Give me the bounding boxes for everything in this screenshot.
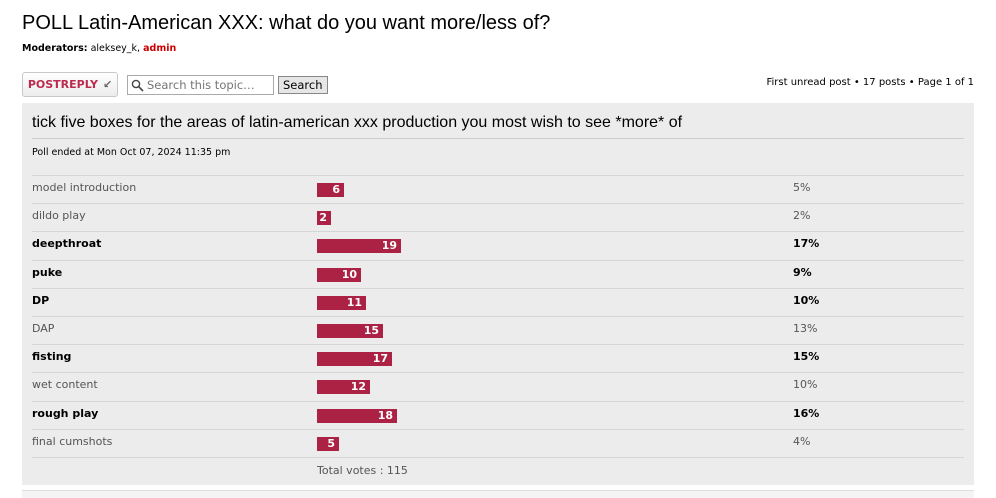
topic-toolbar: POSTREPLY ↙ Search First unread post • 1…	[22, 72, 974, 98]
poll-option-label: DP	[32, 293, 50, 307]
poll-total-votes: Total votes : 115	[317, 464, 408, 477]
poll-option-bar: 2	[317, 211, 331, 226]
poll-option-percent: 16%	[793, 406, 820, 420]
poll-option-bar: 10	[317, 267, 361, 282]
poll-question: tick five boxes for the areas of latin-a…	[32, 114, 683, 131]
post-reply-button[interactable]: POSTREPLY ↙	[22, 72, 118, 97]
poll-option-percent: 2%	[793, 209, 811, 223]
poll-ended-text: Poll ended at Mon Oct 07, 2024 11:35 pm	[32, 147, 231, 158]
poll-option-percent: 9%	[793, 265, 812, 279]
poll-options: model introduction 6 5% dildo play 2 2% deepth…	[32, 175, 964, 457]
poll-option-row: model introduction 6 5%	[32, 175, 964, 203]
poll-option-row: wet content 12 10%	[32, 372, 964, 400]
poll-option-percent: 10%	[793, 293, 820, 307]
poll-option-percent: 15%	[793, 350, 820, 364]
poll-option-bar: 19	[317, 239, 401, 254]
moderators-label: Moderators:	[22, 43, 88, 54]
poll-option-bar: 5	[317, 436, 339, 451]
poll-option-row: DAP 15 13%	[32, 315, 964, 344]
poll-option-percent: 4%	[793, 434, 811, 448]
poll-panel: tick five boxes for the areas of latin-a…	[22, 103, 974, 485]
search-button[interactable]: Search	[278, 76, 328, 94]
poll-option-row: final cumshots 5 4%	[32, 428, 964, 457]
poll-option-label: DAP	[32, 321, 55, 335]
search-input[interactable]	[147, 78, 272, 92]
poll-option-label: puke	[32, 265, 63, 279]
poll-option-label: model introduction	[32, 181, 137, 194]
poll-option-label: final cumshots	[32, 434, 113, 448]
page-title[interactable]: POLL Latin-American XXX: what do you wan…	[22, 12, 551, 34]
search-box[interactable]	[127, 75, 274, 95]
pagination-info: First unread post • 17 posts • Page 1 of…	[766, 77, 974, 88]
moderator-link-admin[interactable]: admin	[143, 43, 177, 54]
moderator-separator: ,	[137, 43, 141, 54]
poll-option-label: deepthroat	[32, 237, 102, 251]
poll-option-row: rough play 18 16%	[32, 400, 964, 429]
poll-option-row: DP 11 10%	[32, 287, 964, 316]
poll-option-bar: 17	[317, 352, 392, 367]
poll-option-row: puke 10 9%	[32, 259, 964, 288]
poll-option-bar: 15	[317, 323, 383, 338]
poll-option-percent: 17%	[793, 237, 820, 251]
post-reply-label: POSTREPLY	[27, 78, 98, 91]
poll-option-bar: 12	[317, 380, 370, 395]
poll-option-row: dildo play 2 2%	[32, 203, 964, 231]
poll-total-row: Total votes : 115	[32, 457, 964, 485]
poll-option-bar: 18	[317, 408, 397, 423]
poll-option-label: wet content	[32, 378, 98, 392]
poll-option-label: fisting	[32, 350, 72, 364]
poll-option-percent: 5%	[793, 181, 811, 194]
reply-arrow-icon: ↙	[102, 78, 113, 91]
moderators-line: Moderators: aleksey_k, admin	[22, 43, 176, 54]
first-post-edge	[22, 490, 974, 498]
poll-option-bar: 11	[317, 295, 366, 310]
poll-option-row: fisting 17 15%	[32, 344, 964, 372]
poll-divider	[32, 138, 964, 139]
poll-option-bar: 6	[317, 183, 344, 197]
poll-option-label: dildo play	[32, 209, 86, 223]
search-icon	[131, 79, 144, 92]
poll-option-percent: 10%	[793, 378, 818, 392]
poll-option-row: deepthroat 19 17%	[32, 231, 964, 259]
moderator-link-aleksey[interactable]: aleksey_k	[90, 43, 138, 54]
poll-option-label: rough play	[32, 406, 99, 420]
poll-option-percent: 13%	[793, 321, 818, 335]
